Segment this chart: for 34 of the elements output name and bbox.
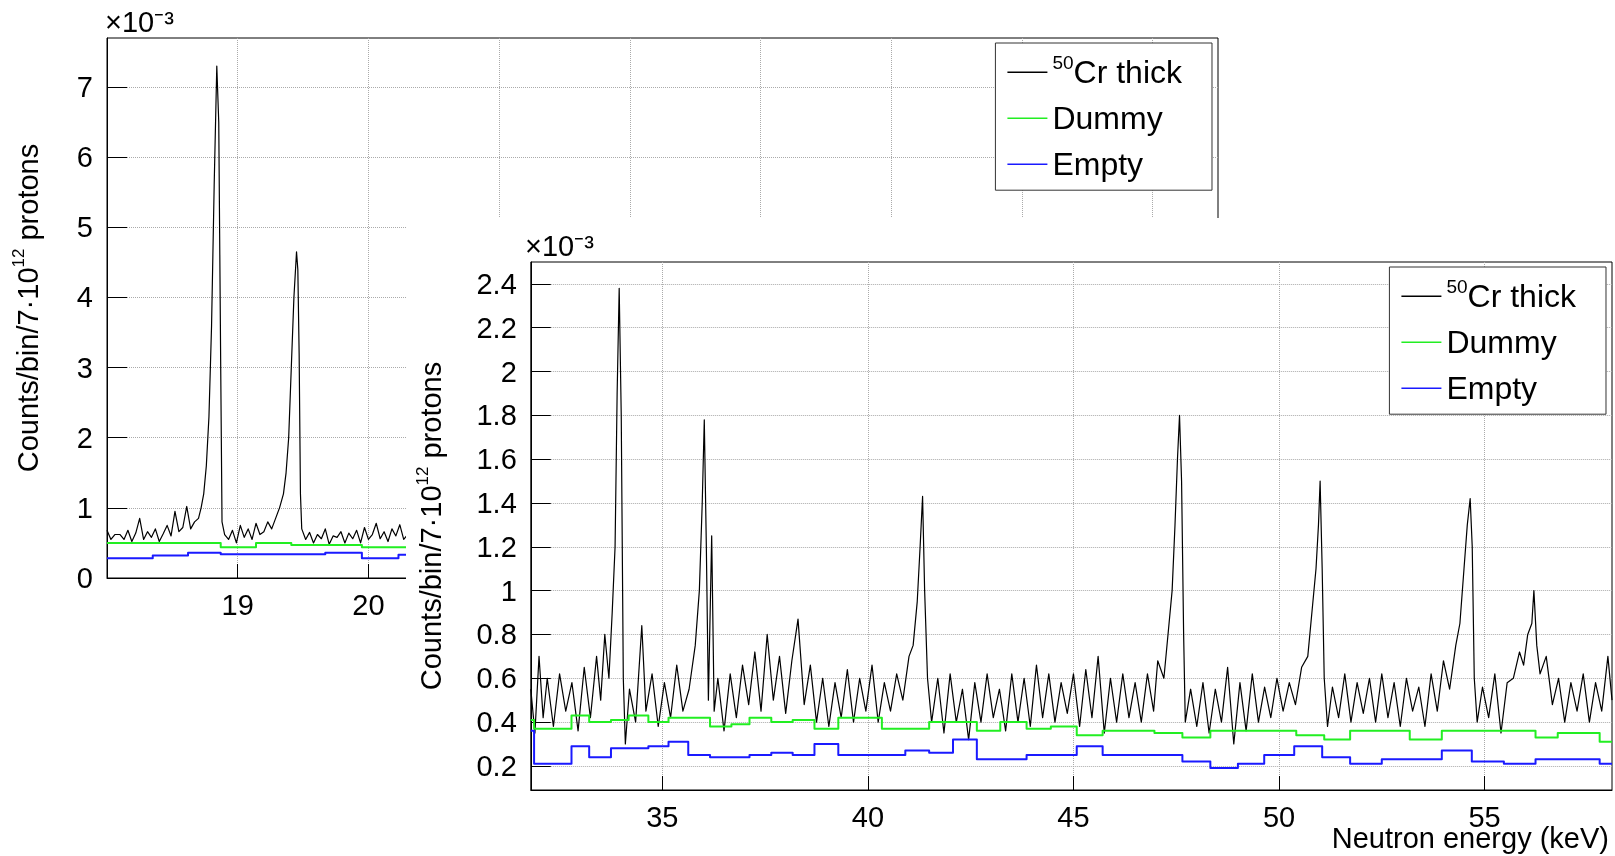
y-axis-title: Counts/bin/7·1012 protons [9,143,44,473]
y-tick-label: 3 [76,351,93,384]
y-tick-label: 0.4 [476,706,517,739]
x-tick-label: 40 [851,800,885,833]
y-axis-title: Counts/bin/7·1012 protons [413,361,448,691]
y-tick-label: 1.4 [476,487,517,519]
legend-label: Dummy [1446,324,1557,361]
y-tick-label: 1.2 [476,530,517,563]
y-tick-label: 1 [500,574,517,607]
y-tick-label: 4 [76,281,93,314]
y-tick-label: 1.8 [476,399,517,432]
x-tick-label: 35 [646,800,679,833]
y-tick-label: 7 [76,71,93,104]
legend-label: Dummy [1052,100,1163,137]
annotation: ×10⁻³ [525,229,595,262]
y-tick-label: 0.6 [476,662,517,695]
x-tick-label: 19 [221,588,254,621]
y-tick-label: 0.2 [476,749,517,782]
y-tick-label: 0 [76,562,93,594]
y-tick-label: 5 [76,211,93,244]
y-tick-label: 0.8 [476,618,517,651]
text: ×10⁻³ [105,5,175,38]
x-tick-label: 45 [1057,800,1090,833]
x-tick-label: 50 [1262,800,1296,833]
y-tick-label: 2.2 [476,311,517,344]
y-tick-label: 1 [76,491,93,524]
y-tick-label: 1.6 [476,443,517,476]
y-tick-label: 2 [76,421,93,454]
y-tick-label: 6 [76,141,93,174]
y-tick-label: 2.4 [476,267,517,300]
y-tick-label: 2 [500,355,517,388]
legend-label: Empty [1052,146,1144,183]
x-tick-label: 20 [352,588,385,621]
legend-label: Empty [1446,370,1538,407]
